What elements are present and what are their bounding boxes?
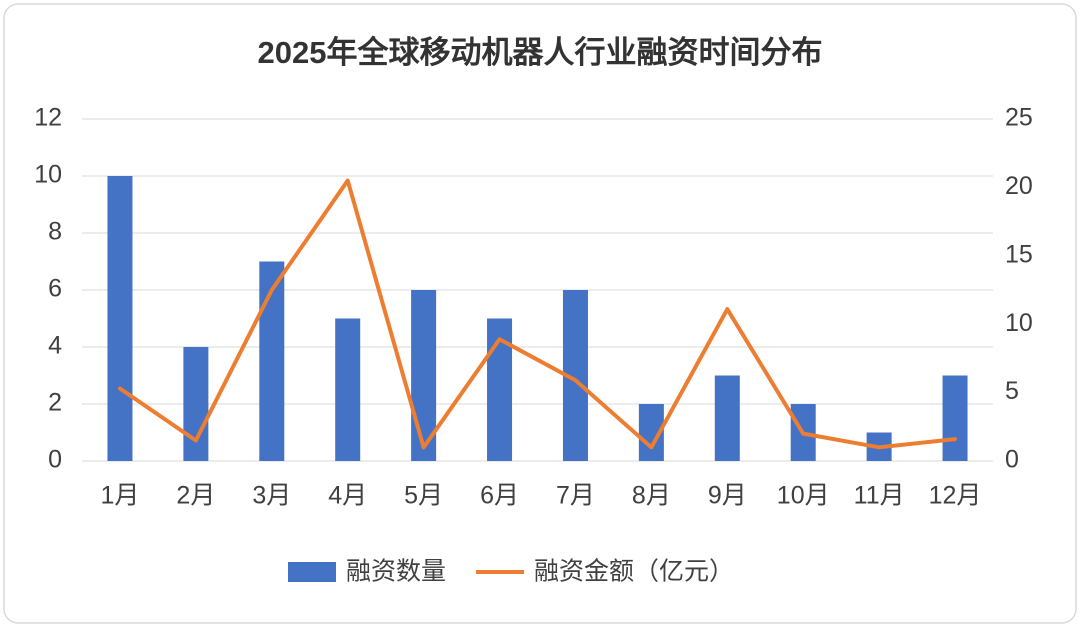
- line: [117, 178, 958, 450]
- y-tick-label: 10: [34, 161, 62, 189]
- x-tick-label: 1月: [101, 482, 140, 510]
- bar: [714, 375, 740, 461]
- x-tick-label: 3月: [252, 482, 291, 510]
- x-tick-label: 5月: [404, 482, 443, 510]
- bar: [942, 375, 968, 461]
- chart-border: [3, 3, 1077, 624]
- bar: [335, 318, 361, 461]
- y2-tick-label: 5: [1005, 377, 1019, 405]
- y-tick-label: 8: [48, 218, 62, 246]
- y-tick-label: 12: [34, 104, 62, 132]
- y2-tick-label: 10: [1005, 309, 1033, 337]
- y-tick-label: 0: [48, 446, 62, 474]
- legend-label: 融资数量: [346, 558, 446, 586]
- y2-tick-label: 20: [1005, 172, 1033, 200]
- x-tick-label: 11月: [854, 482, 905, 510]
- y-tick-label: 6: [48, 275, 62, 303]
- x-tick-label: 4月: [328, 482, 367, 510]
- chart-title: 2025年全球移动机器人行业融资时间分布: [258, 35, 823, 70]
- x-tick-label: 12月: [929, 482, 982, 510]
- bar: [259, 261, 285, 461]
- x-tick-label: 6月: [480, 482, 519, 510]
- y2-tick-label: 25: [1005, 104, 1033, 132]
- legend-label: 融资金额（亿元）: [534, 558, 734, 586]
- x-tick-label: 7月: [556, 482, 595, 510]
- x-tick-label: 9月: [708, 482, 747, 510]
- bar: [107, 176, 133, 461]
- y-tick-label: 4: [48, 332, 62, 360]
- legend-swatch: [288, 562, 336, 582]
- x-tick-label: 10月: [777, 482, 830, 510]
- y2-tick-label: 0: [1005, 446, 1019, 474]
- bar: [183, 347, 209, 461]
- x-tick-label: 2月: [176, 482, 215, 510]
- y-tick-label: 2: [48, 389, 62, 417]
- y2-tick-label: 15: [1005, 240, 1033, 268]
- x-tick-label: 8月: [632, 482, 671, 510]
